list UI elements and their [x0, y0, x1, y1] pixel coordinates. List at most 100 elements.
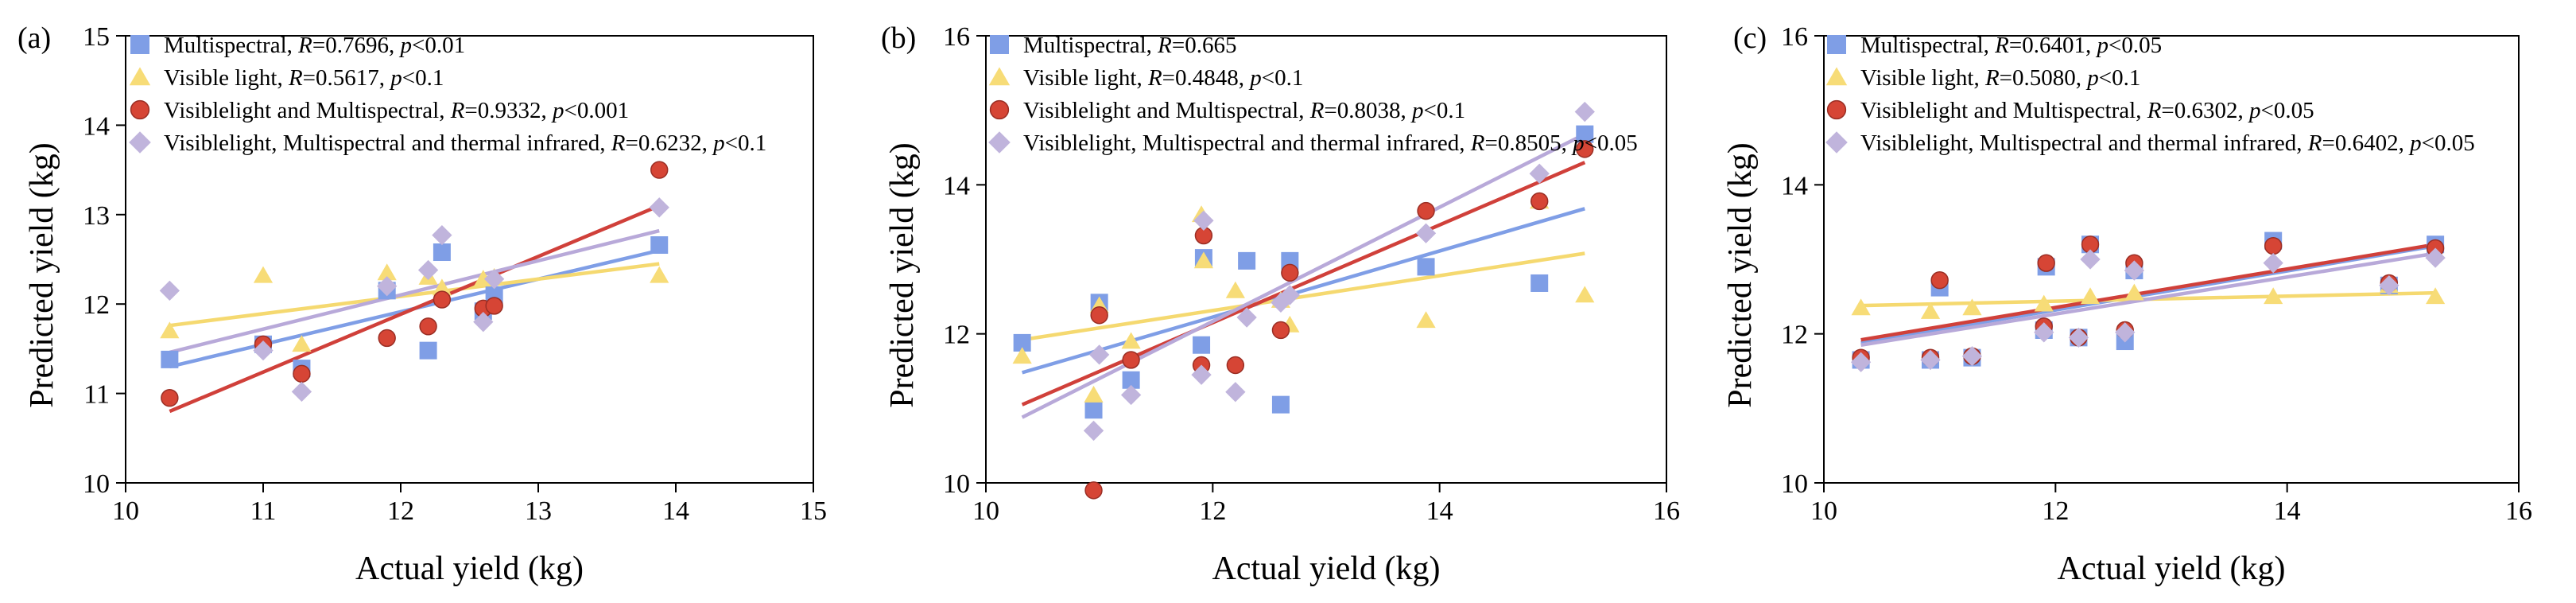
x-axis-label-0: Actual yield (kg) [355, 550, 584, 587]
y-tick-label-1-1: 12 [943, 321, 970, 350]
legend-marker-0-0 [130, 35, 149, 54]
y-tick-label-0-1: 11 [83, 380, 110, 410]
fit-line-0-1 [169, 262, 660, 328]
panel-label-0: (a) [17, 21, 51, 55]
point-1-2-1 [1090, 306, 1108, 325]
y-axis-label-0: Predicted yield (kg) [24, 142, 60, 408]
y-tick-label-0-0: 10 [83, 469, 110, 499]
legend-entry-0-1: Visible light, R=0.5617, p<0.1 [164, 65, 444, 91]
point-1-1-5 [1193, 251, 1214, 269]
point-1-2-7 [1281, 263, 1299, 282]
legend-entry-1-0: Multispectral, R=0.665 [1023, 33, 1236, 58]
y-tick-label-0-4: 14 [83, 111, 110, 141]
point-1-3-3 [1191, 364, 1212, 385]
point-2-1-2 [1962, 298, 1982, 316]
point-0-1-0 [160, 321, 180, 339]
point-2-1-1 [1920, 302, 1941, 319]
point-1-0-1 [1084, 401, 1103, 419]
x-tick-label-1-2: 14 [1426, 496, 1453, 526]
legend-entry-0-3: Visiblelight, Multispectral and thermal … [164, 130, 766, 156]
point-1-3-10 [1529, 163, 1550, 184]
point-1-0-10 [1530, 274, 1549, 292]
y-tick-label-2-2: 14 [1781, 171, 1808, 200]
point-0-1-2 [292, 335, 312, 352]
point-1-3-5 [1225, 382, 1246, 403]
point-0-0-0 [161, 350, 179, 368]
point-0-0-8 [650, 236, 669, 255]
y-axis-label-2: Predicted yield (kg) [1722, 142, 1759, 408]
point-0-2-7 [485, 297, 503, 315]
fit-line-1-3 [1021, 132, 1586, 419]
point-1-0-9 [1417, 258, 1435, 276]
legend-entry-0-2: Visiblelight and Multispectral, R=0.9332… [164, 98, 629, 123]
point-2-1-8 [2426, 287, 2446, 305]
x-axis-label-1: Actual yield (kg) [1212, 550, 1441, 587]
point-1-0-3 [1122, 371, 1140, 389]
point-2-3-7 [2124, 260, 2145, 281]
point-2-3-8 [2263, 253, 2283, 274]
point-1-2-10 [1576, 140, 1594, 158]
point-0-2-5 [433, 290, 452, 309]
legend-marker-2-1 [1825, 67, 1848, 86]
point-0-3-0 [159, 280, 180, 301]
point-0-1-3 [377, 263, 397, 281]
fit-line-2-2 [1860, 243, 2436, 342]
point-2-1-5 [2124, 283, 2144, 301]
fit-line-2-3 [1860, 251, 2436, 347]
point-0-3-5 [432, 225, 452, 246]
x-tick-label-1-0: 10 [972, 496, 999, 526]
point-0-1-8 [650, 266, 669, 283]
point-1-2-5 [1226, 356, 1245, 375]
point-0-3-7 [483, 269, 505, 290]
point-2-3-0 [1850, 352, 1872, 372]
legend-marker-0-3 [129, 131, 151, 154]
point-1-1-0 [1012, 347, 1032, 364]
fit-line-1-2 [1021, 161, 1586, 407]
legend-entry-1-1: Visible light, R=0.4848, p<0.1 [1023, 65, 1303, 91]
x-tick-label-0-0: 10 [112, 496, 139, 526]
x-tick-label-2-0: 10 [1810, 496, 1837, 526]
point-1-0-11 [1576, 125, 1594, 143]
point-1-1-11 [1575, 286, 1595, 303]
point-1-1-6 [1225, 281, 1245, 298]
panel-0: 10 11 12 13 14 15 10 11 12 13 14 15 Actual yield (kg… [17, 21, 827, 587]
point-1-2-6 [1271, 321, 1290, 340]
point-2-2-2 [1930, 271, 1949, 290]
x-tick-label-2-2: 14 [2274, 496, 2301, 526]
x-tick-label-0-2: 12 [387, 496, 414, 526]
legend-marker-2-0 [1827, 35, 1846, 54]
point-0-1-1 [253, 266, 274, 283]
point-1-1-9 [1416, 311, 1436, 329]
legend-marker-1-1 [988, 67, 1011, 86]
point-0-2-2 [293, 364, 311, 383]
y-axis-label-1: Predicted yield (kg) [884, 142, 921, 408]
point-1-0-0 [1013, 333, 1031, 352]
x-tick-label-0-4: 14 [662, 496, 689, 526]
legend-entry-0-0: Multispectral, R=0.7696, p<0.01 [164, 33, 465, 58]
point-1-2-8 [1417, 201, 1435, 220]
y-tick-label-2-1: 12 [1781, 321, 1808, 350]
x-tick-label-1-1: 12 [1199, 496, 1226, 526]
legend-marker-0-1 [129, 67, 151, 86]
y-tick-label-2-3: 16 [1781, 22, 1808, 52]
point-2-1-6 [2264, 287, 2283, 305]
y-tick-label-1-0: 10 [943, 469, 970, 499]
point-2-2-10 [2264, 236, 2283, 255]
panel-label-2: (c) [1733, 21, 1767, 55]
point-0-3-3 [377, 276, 398, 297]
x-axis-label-2: Actual yield (kg) [2058, 550, 2286, 587]
y-tick-label-2-0: 10 [1781, 469, 1808, 499]
point-0-3-8 [649, 197, 669, 218]
legend-entry-2-0: Multispectral, R=0.6401, p<0.05 [1860, 33, 2162, 58]
legend-entry-1-2: Visiblelight and Multispectral, R=0.8038… [1023, 98, 1465, 123]
x-tick-label-2-3: 16 [2505, 496, 2532, 526]
point-1-1-3 [1121, 332, 1141, 349]
point-1-3-1 [1089, 344, 1110, 365]
panel-2: 10 12 14 16 10 12 14 16 Actual yield (kg) Predict… [1722, 21, 2532, 587]
point-1-0-6 [1238, 251, 1256, 270]
plot-frame-1 [985, 35, 1667, 484]
y-tick-label-0-5: 15 [83, 22, 110, 52]
point-2-1-4 [2080, 287, 2101, 305]
